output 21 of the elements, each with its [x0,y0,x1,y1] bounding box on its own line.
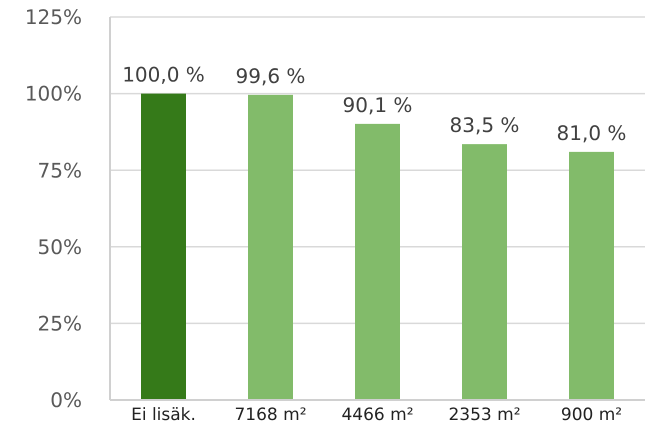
y-tick-label: 75% [38,158,82,182]
x-tick-label: 7168 m² [234,405,307,426]
y-tick-label: 25% [38,312,82,336]
x-tick-label: 4466 m² [341,405,414,426]
bar [141,94,186,400]
y-tick-label: 0% [50,388,82,412]
bar [462,144,507,400]
x-tick-label: 900 m² [560,405,622,426]
y-tick-label: 125% [24,5,82,30]
data-label: 90,1 % [342,92,412,117]
data-label: 83,5 % [450,113,520,138]
data-label: 81,0 % [556,120,626,145]
bar [569,152,614,400]
bar [355,124,400,400]
x-tick-label: Ei lisäk. [131,405,196,426]
x-tick-label: 2353 m² [448,405,521,426]
y-tick-label: 50% [38,234,82,259]
bar [248,94,293,400]
data-label: 100,0 % [122,62,205,87]
y-tick-label: 100% [24,82,82,106]
data-label: 99,6 % [236,64,306,88]
